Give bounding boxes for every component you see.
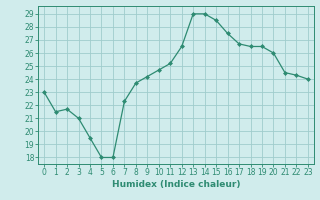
X-axis label: Humidex (Indice chaleur): Humidex (Indice chaleur) [112,180,240,189]
